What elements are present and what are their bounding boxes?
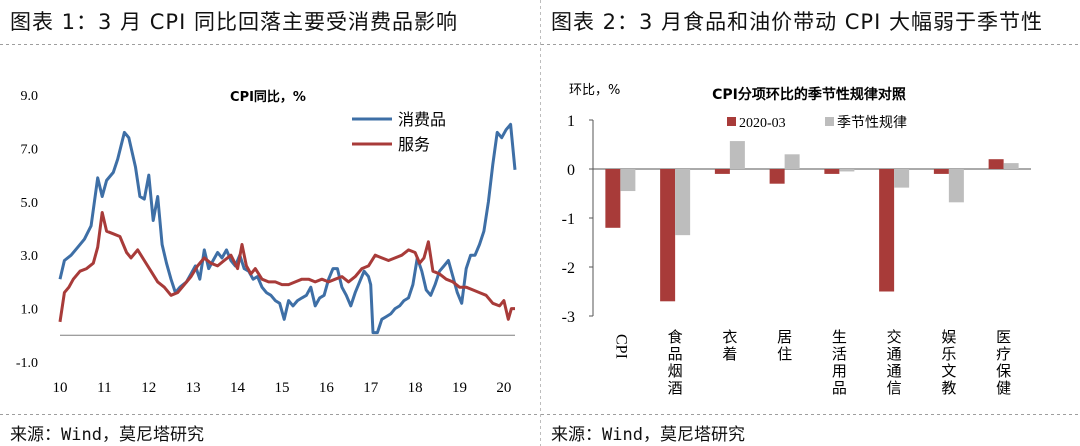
x-tick-label: 10 [53,380,68,396]
chart-title: CPI分项环比的季节性规律对照 [712,86,906,103]
series-line [58,122,517,335]
x-tick-label: 14 [230,380,246,396]
bar [839,169,855,172]
bar [894,169,910,188]
series-line [58,211,515,323]
bar [605,169,621,228]
y-tick-label: -1 [562,211,575,228]
x-tick-label: 15 [274,380,289,396]
category-label: 娱乐文教 [941,328,956,397]
y-tick-label: 3.0 [21,249,39,264]
bar [879,169,895,292]
legend-swatch [727,117,736,126]
bar-chart: 1 0 -1 -2 -3 环比，% CPI分项环比的季节性规律对照 2020-03 季节性规律 C… [562,83,1031,397]
bar [948,169,964,203]
bar [660,169,676,302]
x-tick-label: 13 [186,380,201,396]
x-tick-label: 17 [363,380,379,396]
bar [988,159,1004,169]
bar [784,154,800,169]
title-divider [0,44,540,45]
legend-label: 季节性规律 [837,115,907,131]
source-divider [0,414,540,415]
panel-separator [540,0,541,446]
y-tick-label: 9.0 [21,89,39,104]
y-tick-label: -2 [562,260,575,277]
category-label: 衣着 [722,328,737,363]
x-tick-label: 11 [97,380,111,396]
title-divider [541,44,1080,45]
bar [729,141,745,169]
legend-label: 消费品 [398,110,446,129]
category-label: 生活用品 [832,328,847,397]
y-tick-label: 0 [567,162,575,179]
category-label: 交通通信 [887,328,902,397]
category-label: CPI [612,334,629,359]
category-label: 居住 [777,328,792,363]
legend-label: 服务 [398,135,430,154]
line-chart: 9.0 7.0 5.0 3.0 1.0 -1.0 10 11 12 13 14 15 16 17 18 19 2… [16,89,517,396]
y-tick-label: -1.0 [16,356,38,371]
source-note: 来源：Wind，莫尼塔研究 [551,425,745,445]
x-tick-label: 19 [452,380,467,396]
bar [769,169,785,184]
bar [714,169,730,174]
y-tick-label: 1 [567,113,575,130]
x-tick-label: 18 [408,380,423,396]
chart-title: CPI同比，% [230,89,306,105]
y-tick-label: 7.0 [21,142,39,157]
bar [933,169,949,174]
category-label: 医疗保健 [996,328,1011,397]
panel-title: 图表 2：3 月食品和油价带动 CPI 大幅弱于季节性 [551,10,1043,34]
left-panel: 图表 1：3 月 CPI 同比回落主要受消费品影响 9.0 7.0 5.0 3.0 1.… [0,10,540,445]
y-axis-label: 环比，% [569,83,620,98]
panel-title: 图表 1：3 月 CPI 同比回落主要受消费品影响 [10,10,458,34]
y-tick-label: 5.0 [21,196,39,211]
bar [620,169,636,192]
bar [675,169,691,236]
source-divider [541,414,1080,415]
bar [824,169,840,174]
legend-label: 2020-03 [739,116,786,131]
y-tick-label: -3 [562,309,575,326]
y-tick-label: 1.0 [21,303,39,318]
source-note: 来源：Wind，莫尼塔研究 [10,425,204,445]
legend-swatch [825,117,834,126]
x-tick-label: 12 [141,380,156,396]
bar [1003,163,1019,169]
category-label: 食品烟酒 [668,328,683,397]
x-tick-label: 16 [319,380,335,396]
right-panel: 图表 2：3 月食品和油价带动 CPI 大幅弱于季节性 1 0 -1 -2 -3 环比，%… [541,0,1080,446]
x-tick-label: 20 [496,380,511,396]
